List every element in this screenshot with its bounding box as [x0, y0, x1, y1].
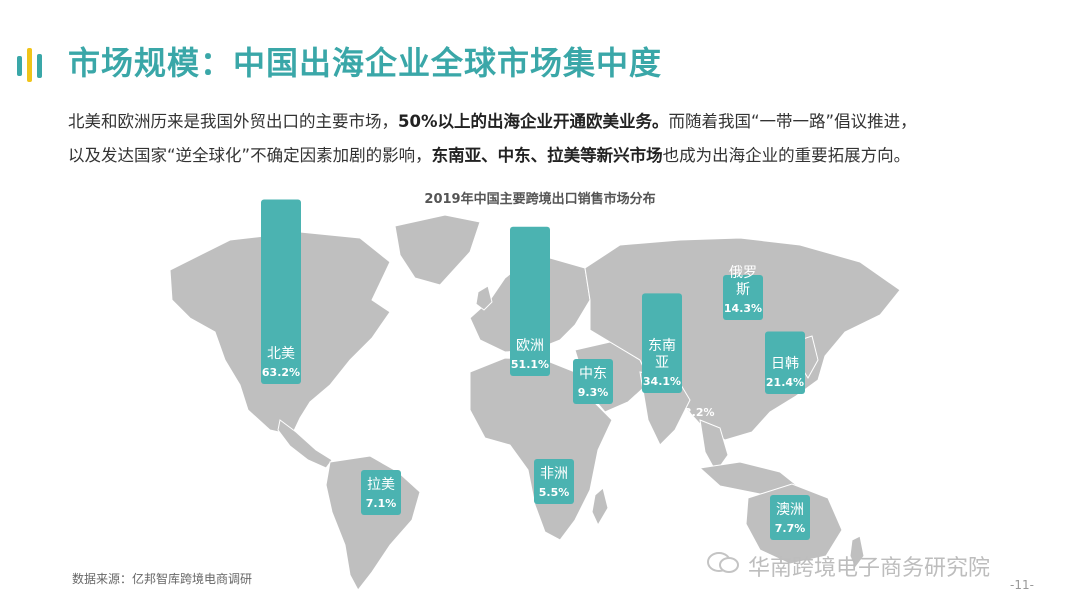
wechat-icon	[707, 552, 739, 573]
description-line-1: 北美和欧洲历来是我国外贸出口的主要市场，50%以上的出海企业开通欧美业务。而随着…	[68, 112, 917, 131]
world-map	[169, 214, 901, 591]
page-title: 市场规模：中国出海企业全球市场集中度	[68, 44, 663, 82]
category-label-middle-east: 中东	[579, 366, 607, 382]
bar-latin-america	[361, 470, 401, 515]
value-label-australia: 7.7%	[775, 522, 806, 535]
bar-australia	[770, 495, 810, 540]
category-label-europe: 欧洲	[516, 338, 544, 354]
category-label-japan-korea: 日韩	[771, 356, 799, 372]
value-label-africa: 5.5%	[539, 486, 570, 499]
category-label-australia: 澳洲	[776, 502, 804, 518]
bar-southeast-asia	[642, 293, 682, 393]
value-label-north-america: 63.2%	[262, 366, 300, 379]
bar-africa	[534, 459, 574, 504]
watermark: 华南跨境电子商务研究院	[748, 556, 991, 581]
value-label-latin-america: 7.1%	[366, 497, 397, 510]
value-label-middle-east: 9.3%	[578, 386, 609, 399]
bar-russia	[723, 275, 763, 320]
category-label-russia: 俄罗	[729, 265, 757, 281]
bar-north-america	[261, 199, 301, 384]
bar-japan-korea	[765, 331, 805, 394]
category-label-latin-america: 拉美	[367, 477, 395, 493]
value-label-europe: 51.1%	[511, 358, 549, 371]
page-number: -11-	[1010, 578, 1034, 592]
category-label-russia: 斯	[736, 282, 750, 298]
ghost-label: 3.2%	[684, 406, 715, 419]
description-line-2: 以及发达国家“逆全球化”不确定因素加剧的影响，东南亚、中东、拉美等新兴市场也成为…	[68, 146, 911, 165]
category-label-north-america: 北美	[267, 346, 295, 362]
category-label-africa: 非洲	[540, 466, 568, 482]
category-label-southeast-asia: 东南	[648, 338, 676, 354]
title-bars-icon	[17, 48, 42, 82]
value-label-russia: 14.3%	[724, 302, 762, 315]
chart-title: 2019年中国主要跨境出口销售市场分布	[424, 192, 656, 207]
bar-middle-east	[573, 359, 613, 404]
category-label-southeast-asia: 亚	[655, 355, 669, 371]
value-label-japan-korea: 21.4%	[766, 376, 804, 389]
value-label-southeast-asia: 34.1%	[643, 375, 681, 388]
bar-europe	[510, 226, 550, 376]
data-source: 数据来源：亿邦智库跨境电商调研	[72, 572, 253, 586]
